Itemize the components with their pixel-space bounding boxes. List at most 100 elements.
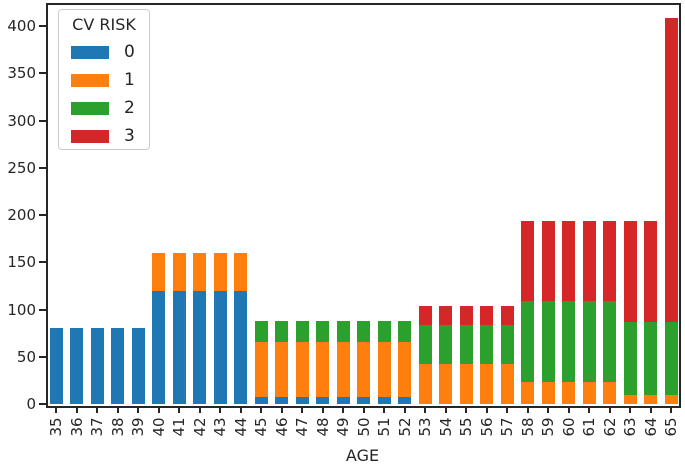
legend-label: 1	[124, 70, 135, 90]
x-tick-label: 39	[129, 417, 147, 437]
bar-segment-risk-1-age-50	[357, 341, 370, 398]
x-tick-mark	[260, 406, 262, 413]
bar-segment-risk-0-age-46	[275, 397, 288, 404]
bar-segment-risk-1-age-57	[500, 364, 514, 404]
bar-segment-risk-0-age-45	[254, 397, 268, 404]
legend: CV RISK 0 1 2 3	[58, 9, 150, 150]
x-tick-label: 38	[108, 417, 127, 437]
bar-segment-risk-0-age-41	[172, 290, 186, 404]
x-tick-label: 35	[47, 417, 65, 437]
x-tick-label: 61	[580, 417, 598, 437]
x-tick-mark	[96, 406, 98, 413]
bar-segment-risk-3-age-62	[603, 220, 616, 301]
legend-swatch-icon	[71, 45, 109, 59]
legend-item: 3	[59, 122, 149, 150]
x-tick-label: 65	[662, 417, 680, 437]
bar-segment-risk-1-age-55	[459, 364, 473, 404]
x-tick-label: 51	[375, 417, 393, 437]
x-tick-label: 47	[293, 417, 311, 437]
x-tick-label: 52	[395, 417, 414, 437]
bar-segment-risk-0-age-39	[131, 328, 145, 404]
bar-segment-risk-1-age-46	[275, 341, 288, 398]
bar-segment-risk-2-age-56	[480, 324, 493, 365]
bar-segment-risk-2-age-53	[418, 324, 432, 365]
legend-label: 0	[124, 42, 135, 62]
x-tick-label: 43	[211, 417, 229, 437]
bar-segment-risk-3-age-61	[582, 220, 596, 301]
x-tick-label: 36	[67, 417, 86, 437]
x-tick-mark	[403, 406, 406, 413]
legend-item: 1	[59, 66, 149, 94]
x-tick-mark	[567, 406, 570, 413]
legend-item: 2	[59, 94, 149, 122]
x-tick-label: 60	[559, 417, 578, 437]
x-tick-mark	[383, 406, 385, 413]
bar-segment-risk-1-age-51	[377, 341, 391, 398]
legend-label: 2	[124, 98, 135, 118]
legend-rows: 0 1 2 3	[59, 38, 149, 150]
x-tick-mark	[116, 406, 119, 413]
bar-segment-risk-3-age-63	[623, 220, 637, 322]
x-tick-mark	[424, 406, 426, 413]
bar-segment-risk-3-age-59	[541, 220, 555, 301]
x-tick-mark	[137, 406, 139, 413]
bar-segment-risk-0-age-49	[336, 397, 350, 404]
x-tick-mark	[465, 406, 467, 413]
bar-segment-risk-3-age-58	[521, 220, 534, 301]
bar-segment-risk-3-age-56	[480, 305, 493, 325]
x-tick-mark	[219, 406, 221, 413]
bar-segment-risk-0-age-51	[377, 397, 391, 404]
bar-segment-risk-2-age-45	[254, 320, 268, 342]
x-tick-label: 62	[600, 417, 619, 437]
x-tick-label: 50	[354, 417, 373, 437]
x-tick-mark	[608, 406, 611, 413]
x-tick-label: 58	[518, 417, 537, 437]
x-tick-mark	[670, 406, 672, 413]
x-tick-mark	[362, 406, 365, 413]
legend-label: 3	[124, 126, 135, 146]
bar-segment-risk-0-age-38	[111, 328, 124, 404]
bar-segment-risk-0-age-42	[193, 290, 206, 404]
x-tick-label: 63	[621, 417, 639, 437]
bar-segment-risk-0-age-44	[234, 290, 247, 404]
x-tick-label: 55	[457, 417, 475, 437]
x-tick-label: 48	[313, 417, 332, 437]
bar-segment-risk-0-age-50	[357, 397, 370, 404]
y-tick-label: 350	[7, 64, 36, 83]
bar-segment-risk-1-age-64	[644, 395, 657, 404]
bar-segment-risk-2-age-50	[357, 320, 370, 342]
bar-segment-risk-2-age-61	[582, 300, 596, 383]
bar-segment-risk-1-age-54	[439, 364, 452, 404]
x-tick-label: 56	[477, 417, 496, 437]
bar-segment-risk-0-age-48	[316, 397, 329, 404]
x-tick-mark	[239, 406, 242, 413]
x-tick-mark	[55, 406, 57, 413]
legend-swatch-icon	[71, 129, 109, 143]
y-tick-mark	[39, 403, 46, 405]
bar-segment-risk-1-age-59	[541, 382, 555, 404]
x-tick-mark	[506, 406, 508, 413]
bar-segment-risk-2-age-48	[316, 320, 329, 342]
bar-segment-risk-0-age-52	[398, 397, 411, 404]
bar-segment-risk-1-age-47	[295, 341, 309, 398]
bar-segment-risk-2-age-65	[664, 321, 678, 396]
bar-segment-risk-1-age-53	[418, 364, 432, 404]
x-axis-title: AGE	[345, 446, 380, 465]
bar-segment-risk-3-age-54	[439, 305, 452, 325]
bar-segment-risk-2-age-63	[623, 321, 637, 396]
y-tick-mark	[39, 72, 46, 75]
bar-segment-risk-2-age-55	[459, 324, 473, 365]
bar-segment-risk-1-age-60	[562, 382, 575, 404]
bar-segment-risk-3-age-53	[418, 305, 432, 325]
x-tick-mark	[485, 406, 488, 413]
bar-segment-risk-2-age-60	[562, 300, 575, 383]
legend-item: 0	[59, 38, 149, 66]
x-tick-label: 64	[641, 417, 660, 437]
x-tick-label: 45	[252, 417, 270, 437]
bar-segment-risk-1-age-40	[152, 252, 165, 291]
bar-segment-risk-2-age-64	[644, 321, 657, 396]
bar-segment-risk-3-age-64	[644, 220, 657, 322]
y-tick-mark	[39, 214, 46, 216]
y-tick-mark	[39, 308, 46, 311]
